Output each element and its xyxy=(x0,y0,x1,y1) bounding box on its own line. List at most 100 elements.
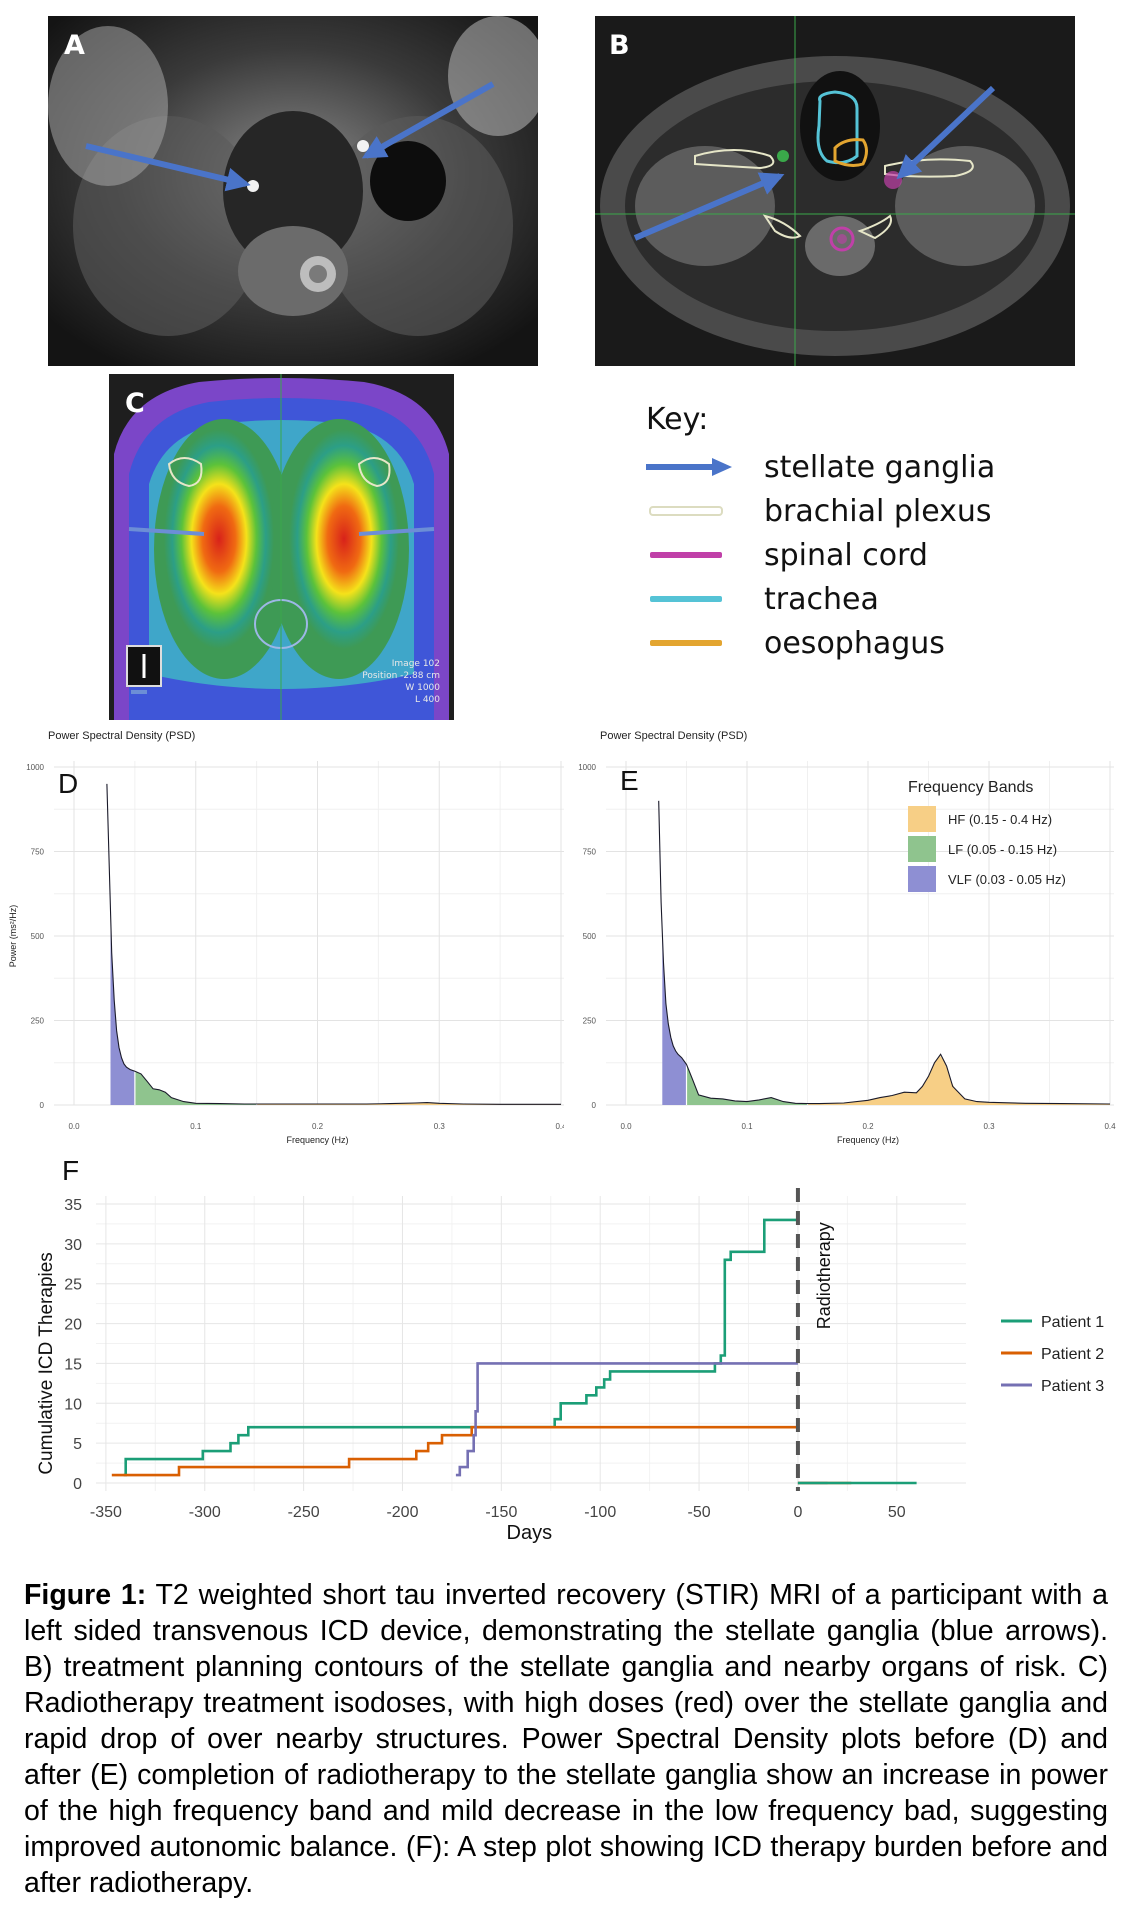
panel-letter: F xyxy=(62,1155,79,1186)
y-tick-label: 0 xyxy=(40,1101,45,1110)
band-area xyxy=(807,1055,1110,1105)
x-tick-label: 0 xyxy=(793,1504,802,1521)
series-line-before xyxy=(123,1218,798,1477)
x-tick-label: 0.2 xyxy=(312,1122,324,1131)
y-tick-label: 20 xyxy=(64,1317,82,1334)
x-tick-label: 0.3 xyxy=(434,1122,446,1131)
x-tick-label: 0.4 xyxy=(555,1122,564,1131)
caption-label: Figure 1: xyxy=(24,1579,147,1611)
key-item-stellate-ganglia: stellate ganglia xyxy=(646,445,995,489)
panel-letter: E xyxy=(620,765,639,796)
x-tick-label: -350 xyxy=(90,1504,122,1521)
dose-overlay-text: Image 102 Position -2.88 cm W 1000 L 400 xyxy=(362,659,440,705)
x-tick-label: 0.4 xyxy=(1104,1122,1116,1131)
legend-entry-label: LF (0.05 - 0.15 Hz) xyxy=(948,842,1057,857)
x-tick-label: -300 xyxy=(189,1504,221,1521)
x-axis-label: Frequency (Hz) xyxy=(837,1135,899,1145)
vline-label: Radiotherapy xyxy=(814,1222,834,1329)
y-tick-label: 0 xyxy=(73,1476,82,1493)
line-swatch-icon xyxy=(646,545,734,565)
psd-chart-d: Power Spectral Density (PSD) 0.0 0.1 0.2 0.3… xyxy=(8,730,564,1145)
legend-swatch xyxy=(908,866,936,892)
series-line-before xyxy=(455,1362,798,1477)
x-axis-label: Frequency (Hz) xyxy=(286,1135,348,1145)
y-tick-label: 500 xyxy=(583,932,597,941)
key-item-spinal-cord: spinal cord xyxy=(646,533,928,577)
y-tick-label: 500 xyxy=(31,932,45,941)
legend-entry-label: Patient 3 xyxy=(1041,1378,1104,1395)
key-label: stellate ganglia xyxy=(764,449,996,485)
panel-letter: D xyxy=(58,768,78,799)
y-tick-label: 35 xyxy=(64,1197,82,1214)
x-tick-label: 0.1 xyxy=(741,1122,753,1131)
legend-entry-label: VLF (0.03 - 0.05 Hz) xyxy=(948,872,1066,887)
x-tick-label: -250 xyxy=(288,1504,320,1521)
figure-caption: Figure 1: T2 weighted short tau inverted… xyxy=(24,1577,1108,1901)
y-tick-label: 15 xyxy=(64,1356,82,1373)
psd-curve xyxy=(658,800,1111,1105)
caption-text: T2 weighted short tau inverted recovery … xyxy=(24,1579,1108,1899)
chart-title: Power Spectral Density (PSD) xyxy=(48,730,195,742)
x-tick-label: -200 xyxy=(386,1504,418,1521)
band-area xyxy=(686,1064,808,1105)
legend-entry-label: HF (0.15 - 0.4 Hz) xyxy=(948,812,1052,827)
stellate-arrow-left xyxy=(85,143,251,192)
outline-swatch-icon xyxy=(646,501,734,521)
stellate-arrow-left xyxy=(633,172,785,241)
legend-entry-label: Patient 2 xyxy=(1041,1346,1104,1363)
x-tick-label: -150 xyxy=(485,1504,517,1521)
x-tick-label: 50 xyxy=(888,1504,906,1521)
line-swatch-icon xyxy=(646,633,734,653)
y-tick-label: 0 xyxy=(592,1101,597,1110)
y-axis-label: Cumulative ICD Therapies xyxy=(36,1252,57,1474)
y-tick-label: 250 xyxy=(31,1017,45,1026)
dose-image-c xyxy=(109,374,454,720)
psd-curve xyxy=(106,783,561,1105)
x-tick-label: -100 xyxy=(584,1504,616,1521)
y-tick-label: 1000 xyxy=(26,763,44,772)
y-tick-label: 5 xyxy=(73,1436,82,1453)
legend-title: Frequency Bands xyxy=(908,779,1033,796)
panel-letter-c: C xyxy=(125,388,145,419)
dose-panel-c: C Image 102 Position -2.88 cm W 1000 L 4… xyxy=(109,374,454,720)
step-chart-f: -350 -300 -250 -200 -150 -100 -50 0 50 0 5 10 15 20 25… xyxy=(36,1155,1104,1544)
y-tick-label: 25 xyxy=(64,1277,82,1294)
y-tick-label: 750 xyxy=(583,848,597,857)
x-tick-label: -50 xyxy=(688,1504,711,1521)
band-area xyxy=(134,1071,257,1105)
legend-swatch xyxy=(908,806,936,832)
x-tick-label: 0.3 xyxy=(983,1122,995,1131)
y-tick-label: 1000 xyxy=(578,763,596,772)
x-tick-label: 0.2 xyxy=(862,1122,874,1131)
panel-letter-b: B xyxy=(609,30,630,61)
key-item-trachea: trachea xyxy=(646,577,879,621)
stellate-arrow-right xyxy=(361,81,495,159)
mri-image-b xyxy=(595,16,1075,366)
x-tick-label: 0.1 xyxy=(190,1122,202,1131)
y-tick-label: 10 xyxy=(64,1396,82,1413)
x-tick-label: 0.0 xyxy=(68,1122,80,1131)
mri-image-a xyxy=(48,16,538,366)
x-axis-label: Days xyxy=(507,1522,553,1544)
psd-chart-e: Power Spectral Density (PSD) 0.0 0.1 0.2 0.3… xyxy=(578,730,1116,1145)
y-tick-label: 750 xyxy=(31,848,45,857)
y-tick-label: 30 xyxy=(64,1237,82,1254)
mri-panel-b: B xyxy=(595,16,1075,366)
key-label: oesophagus xyxy=(764,625,945,661)
x-tick-label: 0.0 xyxy=(620,1122,632,1131)
mri-panel-a: A xyxy=(48,16,538,366)
y-tick-label: 250 xyxy=(583,1017,597,1026)
key-label: spinal cord xyxy=(764,537,928,573)
band-area xyxy=(110,910,135,1105)
key-item-oesophagus: oesophagus xyxy=(646,621,945,665)
line-swatch-icon xyxy=(646,589,734,609)
y-axis-label: Power (ms²/Hz) xyxy=(8,905,18,968)
legend-entry-label: Patient 1 xyxy=(1041,1314,1104,1331)
key-item-brachial-plexus: brachial plexus xyxy=(646,489,992,533)
chart-title: Power Spectral Density (PSD) xyxy=(600,730,747,742)
stellate-arrow-right xyxy=(896,85,996,180)
key-label: trachea xyxy=(764,581,879,617)
arrow-icon xyxy=(646,457,734,477)
band-area xyxy=(662,932,687,1105)
legend-swatch xyxy=(908,836,936,862)
